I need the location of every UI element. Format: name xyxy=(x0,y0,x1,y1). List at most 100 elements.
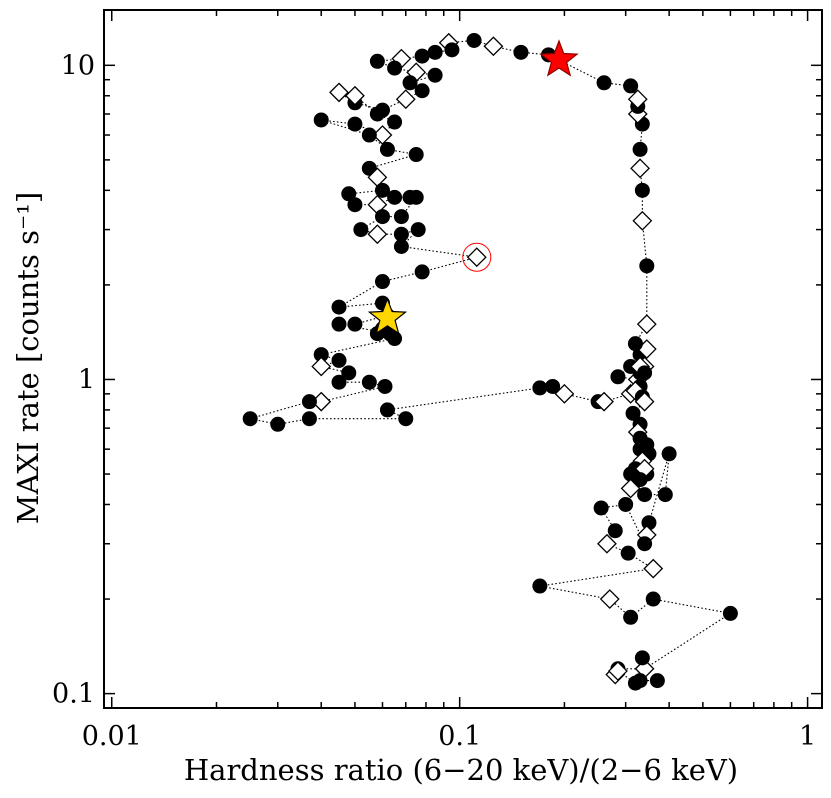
track-point-27 xyxy=(379,141,395,157)
track-point-40 xyxy=(353,222,369,238)
track-line xyxy=(250,39,648,425)
track-point-62 xyxy=(361,374,377,390)
cluster-diamond-5 xyxy=(634,391,655,412)
y-tick-label-10: 10 xyxy=(61,50,95,81)
track-point-72 xyxy=(545,378,561,394)
track-point-10 xyxy=(369,53,385,69)
track-point-43 xyxy=(410,222,426,238)
cluster-point-32 xyxy=(532,578,548,594)
track-diamond-45 xyxy=(466,247,487,268)
track-point-56 xyxy=(387,331,403,347)
track-point-14 xyxy=(402,75,418,91)
track-point-95 xyxy=(623,78,639,94)
cluster-diamond-29 xyxy=(597,533,617,554)
track-diamond-59 xyxy=(311,356,332,377)
cluster-point-6 xyxy=(625,405,641,421)
track-point-46 xyxy=(414,264,430,280)
x-tick-label-0.1: 0.1 xyxy=(438,721,481,752)
track-point-88 xyxy=(634,182,650,198)
track-diamond-75 xyxy=(594,391,614,412)
highlight-markers xyxy=(367,39,579,335)
cluster-point-30 xyxy=(620,545,636,561)
data-points xyxy=(242,32,738,691)
cluster-point-26 xyxy=(618,496,634,512)
cluster-point-36 xyxy=(722,605,738,621)
track-diamond-87 xyxy=(632,210,653,231)
track-diamond-19 xyxy=(329,82,349,103)
track-point-58 xyxy=(331,352,347,368)
track-diamond-94 xyxy=(627,89,648,110)
track-point-44 xyxy=(393,239,409,255)
axis-ticks xyxy=(104,10,822,709)
plot-frame xyxy=(103,9,823,709)
track-diamond-89 xyxy=(630,158,650,179)
x-tick-label-0.01: 0.01 xyxy=(82,721,142,752)
track-point-51 xyxy=(347,316,363,332)
cluster-diamond-40 xyxy=(608,661,628,681)
cluster-point-27 xyxy=(593,500,609,516)
track-point-2 xyxy=(513,44,529,60)
yellow-star-marker xyxy=(367,297,408,335)
track-point-39 xyxy=(374,209,390,225)
track-point-63 xyxy=(377,378,393,394)
cluster-point-18 xyxy=(632,472,648,488)
track-point-61 xyxy=(331,374,347,390)
track-point-67 xyxy=(270,416,286,432)
cluster-point-42 xyxy=(634,650,650,666)
track-point-60 xyxy=(341,365,357,381)
track-diamond-73 xyxy=(554,383,575,404)
track-point-31 xyxy=(374,182,390,198)
y-tick-label-0.1: 0.1 xyxy=(52,679,95,710)
cluster-point-21 xyxy=(657,487,673,503)
cluster-diamond-19 xyxy=(620,478,641,499)
track-point-4 xyxy=(466,32,482,48)
cluster-diamond-31 xyxy=(643,558,664,579)
cluster-point-43 xyxy=(632,673,648,689)
track-diamond-41 xyxy=(367,224,388,245)
red-circle-marker xyxy=(462,242,492,272)
cluster-point-44 xyxy=(649,673,665,689)
track-point-52 xyxy=(331,316,347,332)
track-point-96 xyxy=(596,75,612,91)
track-point-7 xyxy=(427,44,443,60)
track-point-84 xyxy=(627,336,643,352)
track-point-26 xyxy=(361,127,377,143)
track-point-71 xyxy=(532,380,548,396)
track-point-6 xyxy=(444,42,460,58)
track-point-86 xyxy=(639,258,655,274)
track-point-28 xyxy=(408,147,424,163)
track-point-29 xyxy=(361,160,377,176)
track-point-47 xyxy=(374,274,390,290)
x-axis-title: Hardness ratio (6−20 keV)/(2−6 keV) xyxy=(184,753,738,787)
track-point-37 xyxy=(408,189,424,205)
y-axis-title: MAXI rate [counts s⁻¹] xyxy=(11,192,45,524)
track-point-68 xyxy=(301,411,317,427)
track-point-70 xyxy=(379,402,395,418)
cluster-diamond-33 xyxy=(599,589,620,609)
track-point-24 xyxy=(347,116,363,132)
track-point-22 xyxy=(387,114,403,130)
track-diamond-3 xyxy=(483,36,504,57)
track-point-65 xyxy=(301,394,317,410)
track-point-38 xyxy=(393,209,409,225)
cluster-point-20 xyxy=(637,487,653,503)
cluster-point-34 xyxy=(623,609,639,625)
track-point-13 xyxy=(427,67,443,83)
track-point-48 xyxy=(331,299,347,315)
track-point-21 xyxy=(369,106,385,122)
track-point-90 xyxy=(632,141,648,157)
cluster-point-25 xyxy=(637,536,653,552)
y-tick-labels: 0.1 1 10 xyxy=(52,50,95,709)
track-diamond-20 xyxy=(345,85,365,106)
y-tick-label-1: 1 xyxy=(78,364,95,395)
track-point-25 xyxy=(313,112,329,128)
track-diamond-85 xyxy=(636,314,657,335)
cluster-point-22 xyxy=(661,446,677,462)
track-point-8 xyxy=(414,48,430,64)
x-tick-label-1: 1 xyxy=(799,721,816,752)
track-point-15 xyxy=(414,83,430,99)
x-tick-labels: 0.01 0.1 1 xyxy=(82,721,817,752)
cluster-point-35 xyxy=(645,591,661,607)
track-point-69 xyxy=(398,411,414,427)
